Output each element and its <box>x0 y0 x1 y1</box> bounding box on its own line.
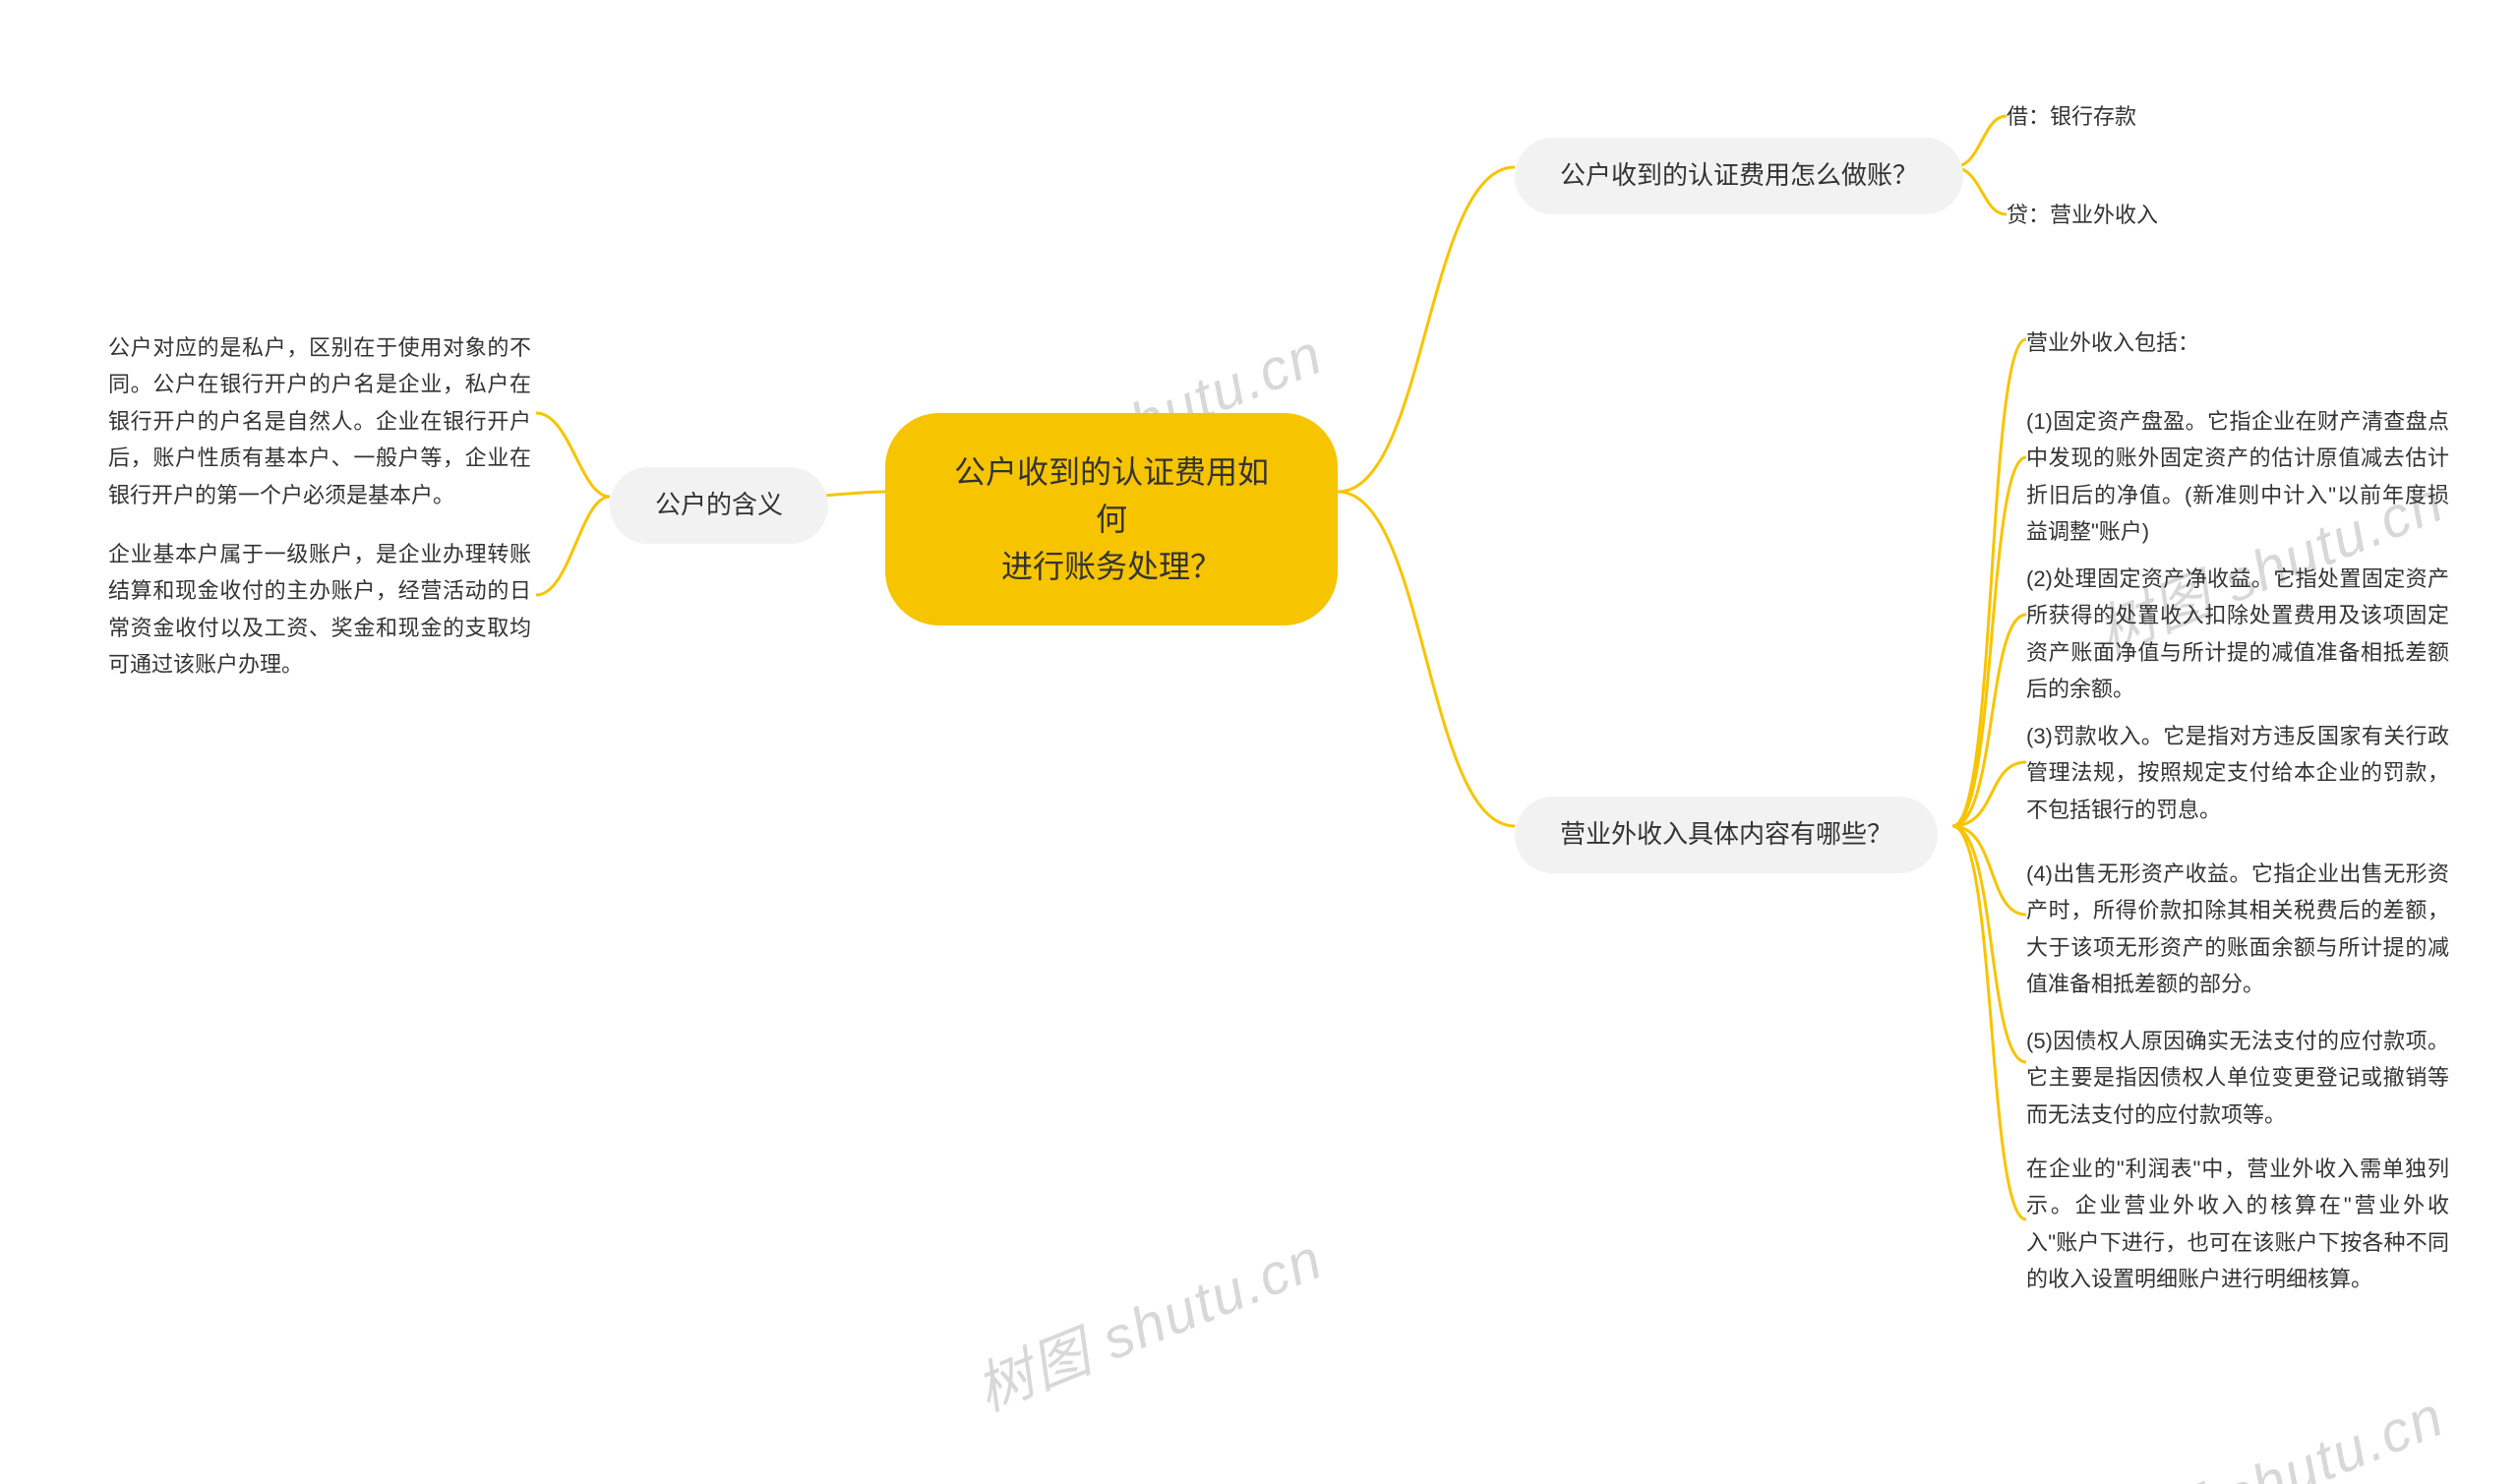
root-node[interactable]: 公户收到的认证费用如何 进行账务处理？ <box>885 413 1338 625</box>
right-bottom-leaf-1: (1)固定资产盘盈。它指企业在财产清查盘点中发现的账外固定资产的估计原值减去估计… <box>2026 403 2449 551</box>
left-branch-label: 公户的含义 <box>655 490 783 519</box>
right-bottom-leaf-3: (3)罚款收入。它是指对方违反国家有关行政管理法规，按照规定支付给本企业的罚款，… <box>2026 718 2449 828</box>
left-branch[interactable]: 公户的含义 <box>610 467 828 544</box>
right-top-branch[interactable]: 公户收到的认证费用怎么做账？ <box>1515 138 1963 214</box>
watermark: 树图 shutu.cn <box>962 1213 1334 1427</box>
right-bottom-leaf-6: 在企业的"利润表"中，营业外收入需单独列示。企业营业外收入的核算在"营业外收入"… <box>2026 1151 2449 1298</box>
right-top-leaf-0: 借：银行存款 <box>2007 98 2302 135</box>
root-line1: 公户收到的认证费用如何 <box>944 448 1279 543</box>
watermark: 树图 shutu.cn <box>0 0 232 11</box>
watermark: 树图 shutu.cn <box>2083 1370 2455 1484</box>
right-bottom-leaf-4: (4)出售无形资产收益。它指企业出售无形资产时，所得价款扣除其相关税费后的差额，… <box>2026 856 2449 1003</box>
right-bottom-branch[interactable]: 营业外收入具体内容有哪些？ <box>1515 797 1938 873</box>
right-top-branch-label: 公户收到的认证费用怎么做账？ <box>1560 160 1918 190</box>
left-leaf-0: 公户对应的是私户，区别在于使用对象的不同。公户在银行开户的户名是企业，私户在银行… <box>108 329 531 513</box>
right-bottom-leaf-5: (5)因债权人原因确实无法支付的应付款项。它主要是指因债权人单位变更登记或撤销等… <box>2026 1023 2449 1133</box>
right-bottom-leaf-2: (2)处理固定资产净收益。它指处置固定资产所获得的处置收入扣除处置费用及该项固定… <box>2026 561 2449 708</box>
root-line2: 进行账务处理？ <box>944 543 1279 590</box>
watermark: 树图 shutu.cn <box>982 0 1353 11</box>
left-leaf-1: 企业基本户属于一级账户，是企业办理转账结算和现金收付的主办账户，经营活动的日常资… <box>108 536 531 683</box>
right-bottom-branch-label: 营业外收入具体内容有哪些？ <box>1560 819 1892 849</box>
right-top-leaf-1: 贷：营业外收入 <box>2007 197 2302 233</box>
right-bottom-leaf-0: 营业外收入包括： <box>2026 325 2449 361</box>
